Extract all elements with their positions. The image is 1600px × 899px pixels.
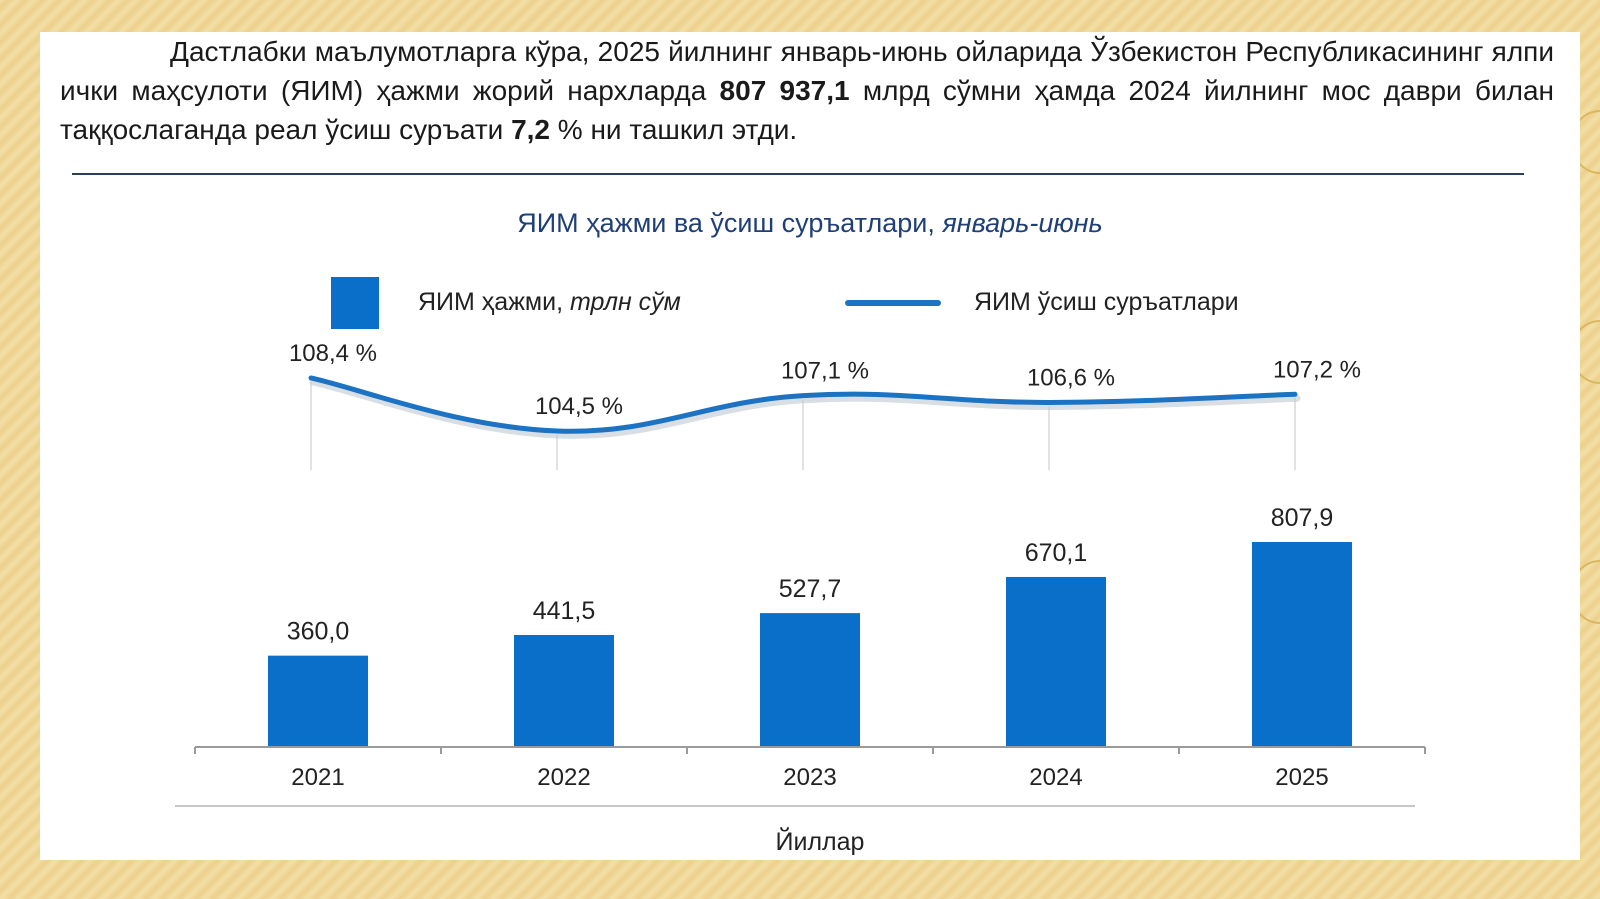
bar-2023 <box>760 613 860 747</box>
growth-label-2021: 108,4 % <box>289 340 377 367</box>
growth-label-2023: 107,1 % <box>781 358 869 385</box>
growth-line <box>308 375 1298 434</box>
bar-2022 <box>514 634 614 747</box>
bar-label-2022: 441,5 <box>533 597 596 625</box>
bar-label-2025: 807,9 <box>1271 504 1334 532</box>
legend-line-swatch <box>845 300 941 306</box>
growth-value: 7,2 <box>511 114 550 145</box>
bar-label-2021: 360,0 <box>287 618 350 646</box>
bar-2024 <box>1006 576 1106 747</box>
legend-bar-swatch <box>331 277 379 329</box>
gdp-value: 807 937,1 <box>719 75 850 106</box>
x-tick-label-2021: 2021 <box>291 764 344 791</box>
growth-line-shadow <box>309 378 1301 439</box>
bar-label-2024: 670,1 <box>1025 539 1088 567</box>
bar-2025 <box>1252 542 1352 747</box>
chart-title-period: январь-июнь <box>942 208 1103 238</box>
legend-bar-label: ЯИМ ҳажми, трлн сўм <box>418 288 681 317</box>
bar-label-2023: 527,7 <box>779 575 842 603</box>
growth-label-2025: 107,2 % <box>1273 356 1361 383</box>
chart-title-main: ЯИМ ҳажми ва ўсиш суръатлари, <box>517 208 943 238</box>
legend-bar-label-main: ЯИМ ҳажми, <box>418 288 570 316</box>
x-tick-label-2024: 2024 <box>1029 764 1082 791</box>
description-text: Дастлабки маълумотларга кўра, 2025 йилни… <box>60 32 1554 149</box>
x-tick-label-2025: 2025 <box>1275 764 1328 791</box>
bar-2021 <box>268 655 368 747</box>
description-part3: % ни ташкил этди. <box>550 114 798 145</box>
x-tick-label-2023: 2023 <box>783 764 836 791</box>
legend-bar-label-unit: трлн сўм <box>569 288 681 316</box>
slide: Дастлабки маълумотларга кўра, 2025 йилни… <box>40 32 1580 860</box>
x-tick-label-2022: 2022 <box>537 764 590 791</box>
x-axis-title: Йиллар <box>775 828 865 856</box>
legend-line-label: ЯИМ ўсиш суръатлари <box>974 288 1239 316</box>
description-part1: Дастлабки маълумотларга кўра, 2025 йилни… <box>60 36 1554 106</box>
chart-plot: 360,0 441,5 527,7 670,1 807,9 2021 2022 2023 202… <box>175 340 1426 807</box>
growth-label-2024: 106,6 % <box>1027 364 1115 391</box>
divider-line <box>72 173 1524 175</box>
growth-label-2022: 104,5 % <box>535 393 623 420</box>
description-part2: млрд сўмни ҳамда 2024 йилнинг мос даври … <box>60 75 1554 145</box>
chart-title: ЯИМ ҳажми ва ўсиш суръатлари, январь-июн… <box>40 208 1580 239</box>
